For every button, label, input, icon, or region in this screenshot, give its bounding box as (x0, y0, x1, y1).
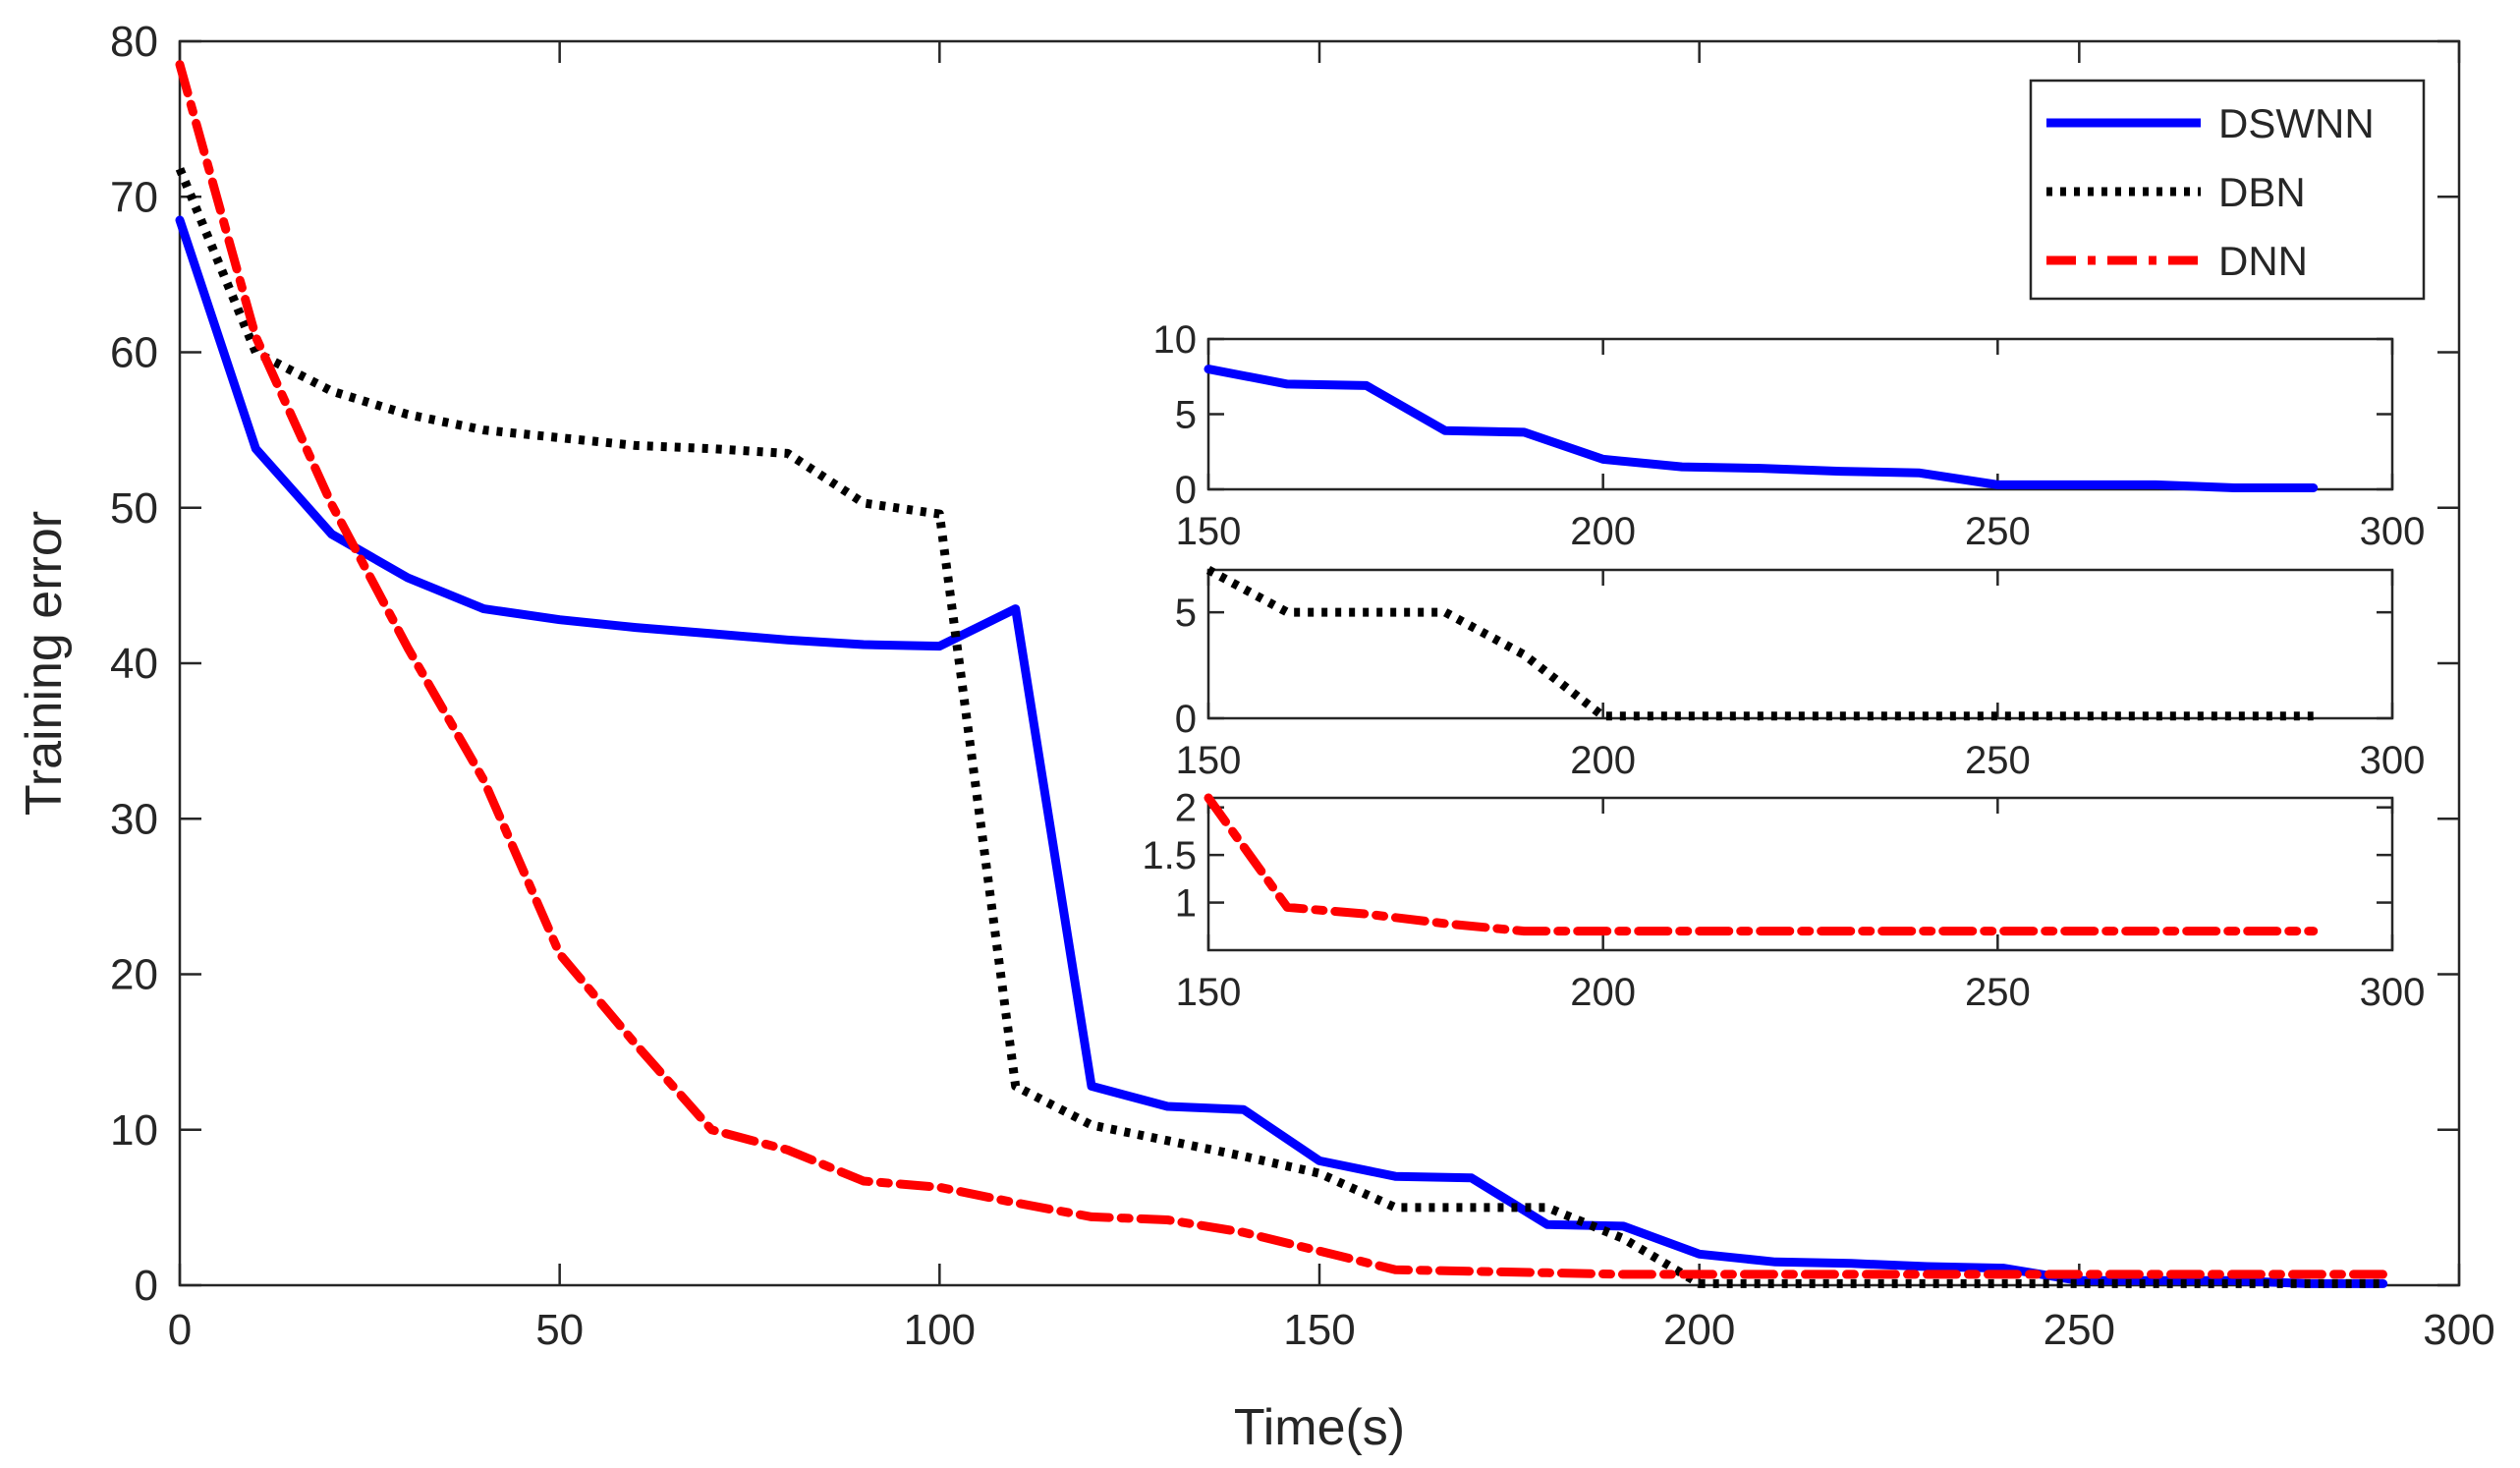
inset-dbn-ytick-label: 5 (1175, 592, 1197, 635)
main-axes-ytick-label: 10 (110, 1106, 158, 1155)
main-axes-ytick-label: 40 (110, 640, 158, 688)
inset-dswnn-ytick-label: 5 (1175, 394, 1197, 437)
legend-label-dnn: DNN (2218, 238, 2308, 284)
main-axes-ytick-label: 30 (110, 795, 158, 843)
inset-dswnn-ytick-label: 0 (1175, 469, 1197, 512)
inset-dnn-ytick-label: 2 (1175, 787, 1197, 830)
inset-dnn: 150 200 250 300 1 1.52 (1142, 787, 2425, 1014)
inset-dswnn-ytick-label: 10 (1153, 318, 1198, 362)
inset-dbn-xtick-label: 200 (1570, 739, 1636, 782)
inset-dswnn-xtick-label: 200 (1570, 510, 1636, 553)
inset-dswnn-xtick-label: 150 (1176, 510, 1242, 553)
inset-dnn-xtick-label: 200 (1570, 971, 1636, 1014)
main-axes-xtick-label: 100 (904, 1306, 976, 1354)
main-axes-xtick-label: 250 (2044, 1306, 2115, 1354)
main-axes-ytick-label: 70 (110, 173, 158, 221)
main-axes-ytick-label: 50 (110, 484, 158, 533)
main-axes-xtick-label: 300 (2423, 1306, 2494, 1354)
main-axes-xtick-label: 150 (1283, 1306, 1355, 1354)
main-axes-ytick-label: 20 (110, 951, 158, 999)
inset-dnn-xtick-label: 250 (1965, 971, 2031, 1014)
main-axes-ytick-label: 60 (110, 329, 158, 377)
inset-dbn: 150 200 250 300 0 5 (1175, 566, 2426, 782)
inset-dnn-xtick-label: 300 (2360, 971, 2426, 1014)
inset-dbn-xtick-label: 150 (1176, 739, 1242, 782)
legend: DSWNN DBN DNN (2029, 79, 2426, 301)
inset-dswnn-xtick-label: 300 (2360, 510, 2426, 553)
legend-box (2029, 79, 2426, 301)
series-line-dnn (175, 60, 2388, 1279)
legend-label-dbn: DBN (2218, 169, 2306, 215)
main-axes-xtick-label: 50 (535, 1306, 584, 1354)
inset-dbn-xtick-label: 300 (2360, 739, 2426, 782)
inset-dbn-ytick-label: 0 (1175, 698, 1197, 741)
inset-dnn-ytick-label: 1 (1175, 882, 1197, 926)
inset-dbn-xtick-label: 250 (1965, 739, 2031, 782)
main-axes-ytick-label: 0 (135, 1262, 158, 1310)
inset-dswnn: 150 200 250 300 0 5 10 (1153, 318, 2426, 553)
series-line-dbn (175, 167, 2383, 1288)
inset-dnn-ytick-label: 1.5 (1142, 834, 1197, 877)
main-axes-xtick-label: 200 (1663, 1306, 1735, 1354)
inset-dbn-frame (1206, 568, 2394, 720)
legend-label-dswnn: DSWNN (2218, 100, 2375, 146)
main-axes-xtick-label: 0 (168, 1306, 192, 1354)
inset-dswnn-xtick-label: 250 (1965, 510, 2031, 553)
inset-line-dbn (1205, 566, 2314, 721)
x-axis-title: Time(s) (1234, 1399, 1405, 1456)
inset-dnn-frame (1206, 796, 2394, 952)
inset-line-dnn (1204, 793, 2319, 936)
inset-dnn-xtick-label: 150 (1176, 971, 1242, 1014)
main-axes-ytick-label: 80 (110, 18, 158, 66)
inset-dswnn-frame (1206, 337, 2394, 491)
inset-line-dswnn (1204, 365, 2319, 492)
y-axis-title: Training error (16, 511, 73, 816)
